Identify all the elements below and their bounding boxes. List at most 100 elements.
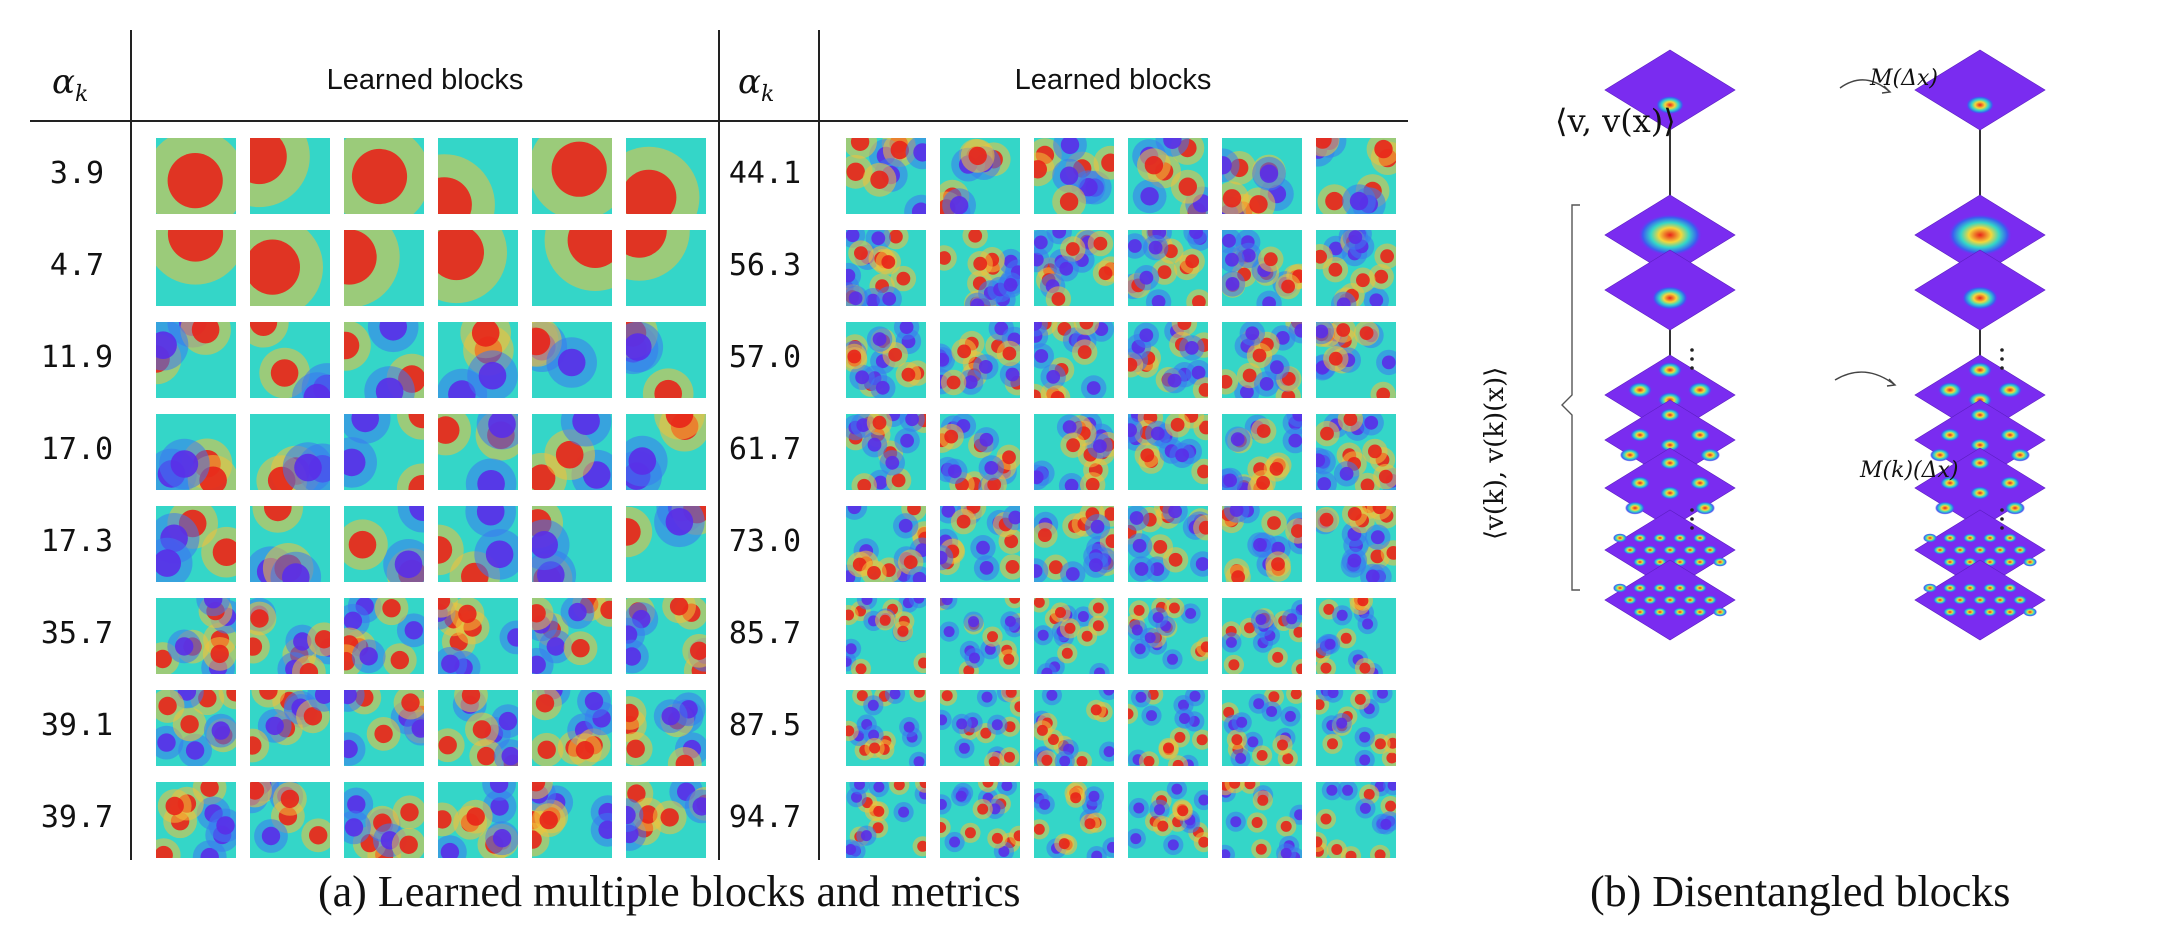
learned-block-tile [532, 138, 612, 214]
learned-block-tile [846, 690, 926, 766]
activation-bump [1693, 607, 1707, 617]
arrow-curve-mid [1834, 371, 1896, 386]
learned-block-tile [1128, 690, 1208, 766]
activation-bump [1993, 545, 2007, 555]
learned-block-tile [532, 506, 612, 582]
top-inner-product-label: ⟨v, v(x)⟩ [1555, 102, 1676, 140]
learned-block-tile [344, 138, 424, 214]
alpha-subscript: k [760, 81, 775, 107]
table-rule-right [818, 30, 820, 860]
activation-plane [1914, 49, 2046, 131]
learned-block-tile [156, 690, 236, 766]
activation-bump [1660, 438, 1680, 452]
learned-block-tile [156, 138, 236, 214]
activation-bump [1656, 95, 1684, 115]
activation-bump [1643, 545, 1657, 555]
learned-block-tile [846, 782, 926, 858]
activation-bump [2003, 607, 2017, 617]
learned-block-tile [846, 322, 926, 398]
activation-bump [1948, 214, 2012, 256]
learned-blocks-header-right: Learned blocks [1014, 64, 1212, 96]
right-alpha-value: 85.7 [728, 616, 802, 651]
alpha-symbol: α [738, 62, 761, 102]
ellipsis-dot [2000, 526, 2004, 530]
learned-block-tile [940, 782, 1020, 858]
activation-bump [1613, 583, 1627, 593]
learned-block-tile [344, 230, 424, 306]
right-alpha-value: 87.5 [728, 708, 802, 743]
ellipsis-dot [1690, 357, 1694, 361]
left-alpha-value: 3.9 [49, 156, 105, 191]
learned-block-tile [156, 230, 236, 306]
learned-block-tile [940, 322, 1020, 398]
activation-bump [1983, 583, 1997, 593]
right-alpha-value: 61.7 [728, 432, 802, 467]
activation-bump [1962, 286, 1998, 310]
ellipsis-dot [2000, 508, 2004, 512]
ellipsis-dot [2000, 357, 2004, 361]
activation-bump [1673, 607, 1687, 617]
learned-block-tile [846, 506, 926, 582]
learned-block-tile [250, 690, 330, 766]
learned-block-tile [1128, 230, 1208, 306]
learned-block-tile [250, 322, 330, 398]
learned-block-tile [532, 598, 612, 674]
learned-block-tile [532, 414, 612, 490]
learned-block-tile [1034, 782, 1114, 858]
activation-bump [1943, 557, 1957, 567]
activation-bump [2000, 428, 2020, 442]
activation-bump [1970, 408, 1990, 422]
learned-block-tile [940, 690, 1020, 766]
caption-b: (b) Disentangled blocks [1590, 867, 2011, 916]
learned-block-tile [344, 322, 424, 398]
activation-bump [1653, 533, 1667, 543]
activation-bump [1953, 545, 1967, 555]
activation-bump [1673, 583, 1687, 593]
learned-block-tile [1222, 598, 1302, 674]
left-alpha-value: 17.0 [40, 432, 114, 467]
right-alpha-value: 56.3 [728, 248, 802, 283]
activation-bump [1688, 382, 1712, 398]
activation-bump [1940, 476, 1960, 490]
left-alpha-value: 4.7 [49, 248, 105, 283]
learned-block-tile [1222, 322, 1302, 398]
learned-block-tile [1222, 414, 1302, 490]
table-rule-left [130, 30, 132, 860]
learned-block-tile [626, 506, 706, 582]
activation-bump [1663, 595, 1677, 605]
activation-bump [2023, 607, 2037, 617]
activation-plane [1604, 49, 1736, 131]
learned-block-tile [156, 414, 236, 490]
learned-block-tile [940, 506, 1020, 582]
learned-block-tile [1316, 598, 1396, 674]
left-alpha-value: 11.9 [40, 340, 114, 375]
learned-block-tile [940, 414, 1020, 490]
activation-bump [1703, 595, 1717, 605]
activation-bump [1638, 214, 1702, 256]
learned-block-tile [1034, 690, 1114, 766]
learned-block-tile [1034, 138, 1114, 214]
activation-bump [1653, 583, 1667, 593]
right-alpha-value: 57.0 [728, 340, 802, 375]
activation-bump [1703, 545, 1717, 555]
activation-bump [1973, 545, 1987, 555]
alpha-header-right: αk [738, 62, 774, 107]
activation-bump [1963, 607, 1977, 617]
activation-bump [1933, 545, 1947, 555]
learned-block-tile [250, 598, 330, 674]
learned-block-tile [438, 230, 518, 306]
activation-bump [1713, 607, 1727, 617]
learned-block-tile [250, 138, 330, 214]
learned-block-tile [626, 690, 706, 766]
learned-block-tile [156, 782, 236, 858]
learned-blocks-header-left: Learned blocks [326, 64, 524, 96]
activation-bump [1993, 595, 2007, 605]
ellipsis-dot [2000, 517, 2004, 521]
learned-block-tile [846, 230, 926, 306]
activation-bump [1933, 595, 1947, 605]
learned-block-tile [250, 230, 330, 306]
activation-bump [1930, 448, 1950, 462]
alpha-header-left: αk [52, 62, 88, 107]
learned-block-tile [626, 598, 706, 674]
